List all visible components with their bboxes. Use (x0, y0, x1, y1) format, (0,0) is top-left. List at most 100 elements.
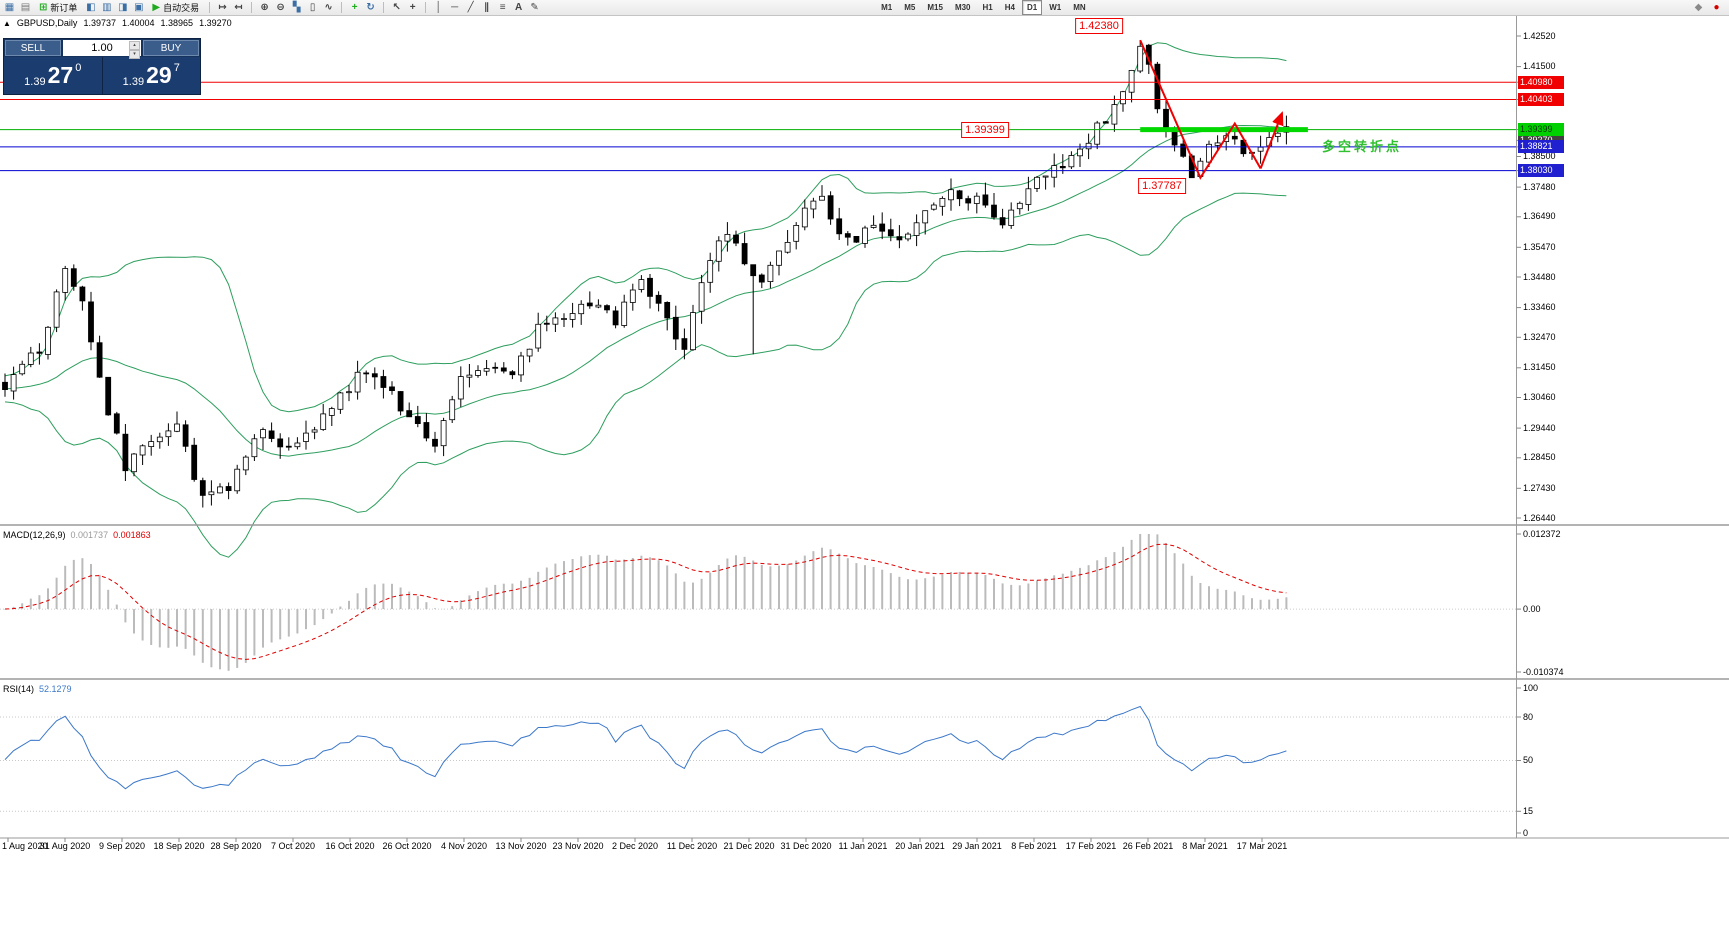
autotrading-button[interactable]: ▶ 自动交易 (148, 1, 203, 15)
macd-label: MACD(12,26,9) 0.001737 0.001863 (3, 530, 151, 540)
rsi-label: RSI(14) 52.1279 (3, 684, 72, 694)
price-tick-label: 1.32470 (1523, 331, 1556, 342)
pivot-note-text[interactable]: 多空转折点 (1322, 139, 1403, 154)
price-label-high[interactable]: 1.42380 (1075, 18, 1123, 34)
toolbar-left-group: ▦ ▤ ⊞ 新订单 ◧ ▥ ◨ ▣ ▶ 自动交易 ↦ ↤ ⊕ ⊖ ▚ ▯ ∿ + ↻ ↖ + │ ─ ╱ ∥ ≡ A ✎ (3, 0, 541, 15)
timeframe-mn-button[interactable]: MN (1073, 3, 1086, 12)
buy-price-main: 1.39 (122, 76, 145, 88)
ohlc-open: 1.39737 (83, 18, 116, 28)
price-tick-label: 1.37480 (1523, 181, 1556, 192)
price-tick-label: 1.28450 (1523, 452, 1556, 463)
vertical-line-icon[interactable]: │ (435, 2, 442, 13)
volume-up-icon[interactable]: ▴ (129, 41, 140, 50)
volume-down-icon[interactable]: ▾ (129, 50, 140, 59)
sell-price-button[interactable]: 1.39 27 0 (4, 57, 102, 94)
price-tick-label: 1.31450 (1523, 362, 1556, 373)
navigator-icon[interactable]: ◨ (118, 2, 128, 13)
timeframe-group: M1 M5 M15 M30 H1 H4 D1 W1 MN (876, 0, 1091, 15)
zoom-out-icon[interactable]: ⊖ (276, 2, 285, 13)
market-watch-icon[interactable]: ◧ (86, 2, 96, 13)
trendline-icon[interactable]: ╱ (467, 2, 474, 13)
timeframe-m15-button[interactable]: M15 (927, 3, 943, 12)
rsi-scale-label: 80 (1523, 711, 1534, 722)
data-window-icon[interactable]: ▥ (102, 2, 112, 13)
macd-scale-label: -0.010374 (1523, 666, 1564, 677)
fibonacci-icon[interactable]: ≡ (499, 2, 506, 13)
text-icon[interactable]: A (515, 2, 523, 13)
price-line-label: 1.39399 (1518, 123, 1564, 137)
timeframe-m30-button[interactable]: M30 (954, 3, 971, 12)
chart-symbol-period: GBPUSD,Daily (16, 18, 78, 28)
sell-button[interactable]: SELL (5, 40, 61, 56)
price-tick-label: 1.42520 (1523, 30, 1556, 41)
timeframe-h4-button[interactable]: H4 (1004, 3, 1015, 12)
volume-input[interactable]: 1.00 ▴ ▾ (63, 40, 141, 59)
timeframe-d1-button[interactable]: D1 (1021, 0, 1043, 15)
new-order-icon: ⊞ (39, 2, 48, 13)
price-tick-label: 1.33460 (1523, 302, 1556, 313)
macd-signal-value: 0.001863 (113, 530, 151, 540)
sell-price-big: 27 (47, 62, 74, 88)
zoom-in-icon[interactable]: ⊕ (260, 2, 269, 13)
ohlc-close: 1.39270 (199, 18, 232, 28)
channel-icon[interactable]: ∥ (484, 2, 490, 13)
buy-price-button[interactable]: 1.39 29 7 (102, 57, 200, 94)
cycle-icon[interactable]: ↻ (366, 2, 375, 13)
indicators-icon[interactable]: + (351, 2, 358, 13)
price-scale[interactable]: 1.42520 1.41500 1.38500 1.37480 1.36490 1.354… (1517, 0, 1729, 938)
toolbar-separator (341, 2, 343, 13)
price-label-low[interactable]: 1.37787 (1138, 178, 1186, 194)
price-tick-label: 1.35470 (1523, 241, 1556, 252)
profiles-icon[interactable]: ▤ (20, 2, 31, 13)
pencil-icon[interactable]: ✎ (530, 2, 539, 13)
rsi-scale-label: 15 (1523, 805, 1534, 816)
buy-price-big: 29 (146, 62, 172, 88)
new-order-button[interactable]: ⊞ 新订单 (35, 1, 81, 15)
one-click-toggle-icon[interactable]: ▲ (3, 18, 11, 28)
buy-button[interactable]: BUY (143, 40, 199, 56)
new-order-button-label: 新订单 (50, 3, 78, 13)
chat-icon[interactable]: ◆ (1694, 2, 1703, 13)
ohlc-high: 1.40004 (121, 18, 155, 28)
macd-main-value: 0.001737 (70, 530, 109, 540)
chart-shift-icon[interactable]: ↤ (234, 2, 243, 13)
price-tick-label: 1.34480 (1523, 271, 1556, 282)
price-label-pivot[interactable]: 1.39399 (961, 122, 1009, 138)
autotrading-button-label: 自动交易 (163, 3, 200, 13)
price-tick-label: 1.30460 (1523, 392, 1556, 402)
toolbar-separator (209, 2, 211, 13)
toolbar-separator (251, 2, 253, 13)
cursor-icon[interactable]: ↖ (392, 2, 401, 13)
price-line-label: 1.38821 (1518, 140, 1564, 154)
timeframe-h1-button[interactable]: H1 (982, 3, 993, 12)
new-chart-icon[interactable]: ▦ (4, 2, 15, 13)
horizontal-line-icon[interactable]: ─ (451, 2, 459, 13)
bar-chart-icon[interactable]: ▯ (309, 2, 316, 13)
timeframe-m1-button[interactable]: M1 (881, 3, 893, 12)
price-tick-label: 1.29440 (1523, 422, 1556, 433)
timeframe-w1-button[interactable]: W1 (1049, 3, 1062, 12)
line-chart-icon[interactable]: ∿ (324, 2, 333, 13)
price-tick-label: 1.41500 (1523, 61, 1556, 72)
crosshair-icon[interactable]: + (409, 2, 416, 13)
tile-windows-icon[interactable]: ▚ (292, 2, 301, 13)
sell-price-main: 1.39 (24, 76, 46, 88)
one-click-trading-panel: SELL 1.00 ▴ ▾ BUY 1.39 27 0 1.39 29 7 (3, 38, 201, 95)
rsi-name: RSI(14) (3, 684, 35, 694)
autoscroll-icon[interactable]: ↦ (218, 2, 227, 13)
terminal-icon[interactable]: ▣ (134, 2, 144, 13)
rsi-scale-label: 100 (1523, 682, 1539, 693)
rsi-scale-label: 50 (1523, 755, 1534, 765)
toolbar-separator (425, 2, 427, 13)
community-icon[interactable]: ● (1713, 2, 1720, 13)
rsi-value: 52.1279 (39, 684, 72, 694)
rsi-scale-label: 0 (1523, 827, 1529, 838)
macd-name: MACD(12,26,9) (3, 530, 66, 540)
ohlc-low: 1.38965 (160, 18, 194, 28)
price-tick-label: 1.27430 (1523, 482, 1556, 493)
price-line-label: 1.40980 (1518, 75, 1564, 89)
toolbar-separator (383, 2, 385, 13)
timeframe-m5-button[interactable]: M5 (904, 3, 916, 12)
